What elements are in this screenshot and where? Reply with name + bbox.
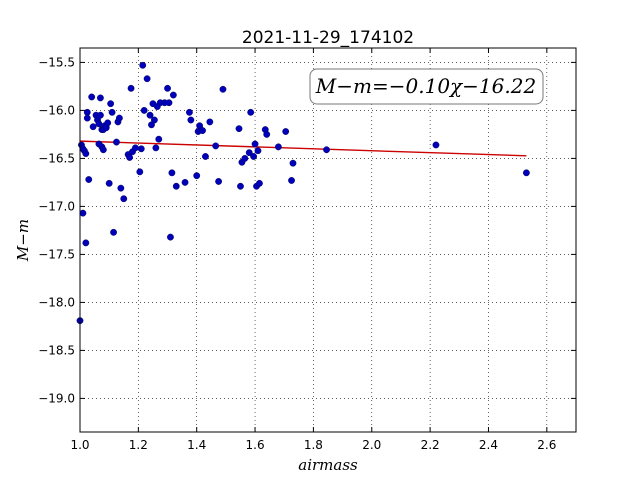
data-point: [79, 209, 87, 217]
data-point: [107, 100, 115, 108]
data-point: [282, 128, 290, 135]
y-tick-label: −19.0: [38, 391, 75, 405]
data-point: [132, 144, 139, 152]
data-point: [89, 123, 97, 131]
points-group: [76, 61, 530, 325]
x-tick-label: 2.2: [421, 438, 440, 452]
data-point: [95, 120, 103, 128]
data-point: [523, 169, 530, 177]
data-point: [235, 125, 243, 133]
x-tick-label: 1.6: [246, 438, 265, 452]
data-point: [245, 149, 253, 157]
data-point: [323, 146, 330, 154]
fit-line: [79, 140, 527, 157]
data-point: [82, 150, 90, 158]
x-tick-label: 2.4: [479, 438, 498, 452]
data-point: [110, 228, 117, 236]
data-point: [152, 144, 160, 152]
plot-frame: [79, 47, 577, 433]
data-point: [164, 84, 171, 92]
y-ticks: −15.5 −16.0 −16.5 −17.0 −17.5 −18.0 −18.5 −19.0: [38, 55, 576, 405]
data-point: [241, 154, 249, 162]
chart-title: 2021-11-29_174102: [242, 28, 414, 48]
data-point: [155, 135, 163, 143]
data-point: [202, 153, 209, 160]
data-point: [108, 108, 116, 116]
data-point: [219, 85, 227, 93]
data-point: [127, 84, 135, 92]
data-point: [186, 108, 193, 116]
data-point: [274, 143, 282, 151]
data-point: [113, 138, 120, 146]
data-point: [117, 184, 125, 192]
y-tick-label: −17.5: [38, 247, 75, 261]
data-point: [140, 107, 148, 114]
data-point: [206, 118, 214, 126]
fit-annotation: M−m=−0.10χ−16.22: [309, 68, 544, 105]
data-point: [237, 182, 244, 190]
x-axis-label: airmass: [298, 456, 358, 474]
data-point: [168, 169, 176, 177]
data-point: [97, 94, 104, 102]
x-tick-label: 1.8: [304, 438, 323, 452]
x-tick-label: 1.0: [70, 438, 89, 452]
data-point: [139, 61, 147, 69]
data-point: [215, 178, 222, 185]
data-point: [247, 108, 255, 116]
y-tick-label: −16.0: [38, 103, 75, 117]
x-ticks: 1.0 1.2 1.4 1.6 1.8 2.0 2.2 2.4 2.6: [70, 48, 556, 452]
data-point: [172, 182, 180, 190]
data-point: [143, 75, 151, 83]
y-tick-label: −18.0: [38, 295, 75, 309]
x-tick-label: 1.2: [129, 438, 148, 452]
data-point: [165, 99, 173, 107]
data-point: [105, 179, 113, 187]
y-tick-label: −16.5: [38, 151, 75, 165]
data-point: [115, 114, 123, 122]
grid: [80, 48, 576, 432]
data-point: [181, 178, 189, 186]
data-point: [146, 111, 154, 119]
data-point: [126, 154, 134, 161]
data-point: [256, 179, 263, 187]
data-point: [82, 239, 90, 247]
data-point: [187, 116, 195, 124]
data-point: [83, 108, 91, 116]
x-tick-label: 1.4: [187, 438, 206, 452]
data-point: [85, 176, 93, 183]
data-point: [251, 140, 259, 148]
data-point: [167, 233, 174, 241]
y-tick-label: −15.5: [38, 55, 75, 69]
data-point: [250, 153, 258, 160]
data-point: [136, 168, 144, 176]
data-point: [432, 141, 440, 149]
data-point: [97, 111, 104, 119]
x-tick-label: 2.0: [362, 438, 381, 452]
data-point: [104, 119, 112, 127]
x-tick-label: 2.6: [537, 438, 556, 452]
data-point: [193, 172, 201, 180]
data-point: [83, 114, 91, 122]
data-point: [254, 147, 262, 155]
fit-annotation-text: M−m=−0.10χ−16.22: [315, 74, 536, 98]
y-tick-label: −17.0: [38, 199, 75, 213]
data-point: [212, 142, 220, 150]
fit-annotation-box: [309, 68, 544, 105]
data-point: [99, 146, 107, 154]
data-point: [150, 116, 158, 124]
data-point: [120, 195, 128, 203]
data-point: [169, 91, 177, 99]
fit-line-group: [79, 140, 527, 157]
data-point: [289, 159, 297, 167]
data-point: [199, 127, 206, 134]
y-tick-label: −18.5: [38, 343, 75, 357]
data-point: [88, 93, 96, 101]
data-point: [263, 130, 271, 138]
y-axis-label: M−m: [14, 219, 32, 262]
data-point: [137, 145, 145, 153]
data-point: [288, 177, 295, 184]
